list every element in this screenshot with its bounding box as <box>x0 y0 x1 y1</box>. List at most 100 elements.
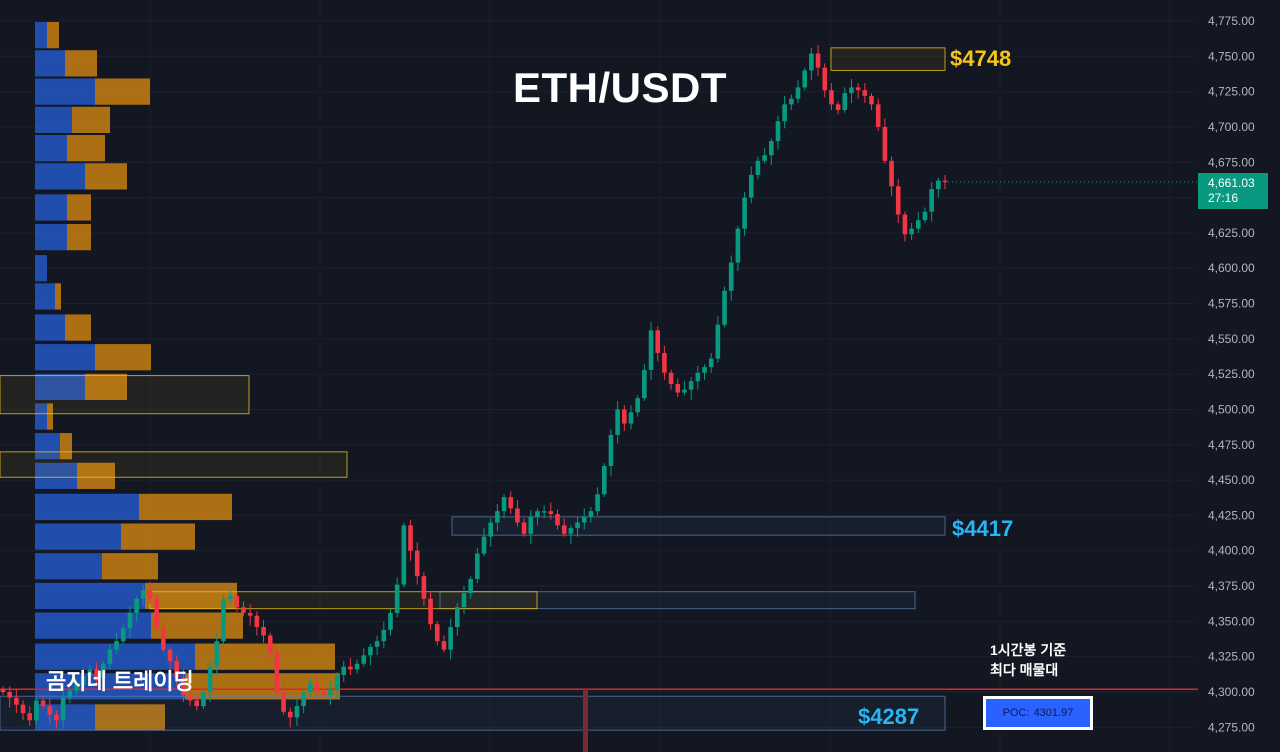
candle-body <box>835 104 841 110</box>
candle-body <box>495 511 500 523</box>
annotation-text: 1시간봉 기준 최다 매물대 <box>990 640 1066 680</box>
candle-body <box>87 669 93 677</box>
candle-body <box>695 372 701 382</box>
candle-body <box>662 352 667 373</box>
zone-4503 <box>0 375 250 415</box>
volume-buy-bar <box>35 78 95 105</box>
candle-body <box>27 713 33 721</box>
candle-body <box>842 93 848 110</box>
volume-sell-bar <box>85 373 127 400</box>
zone-4417 <box>451 516 946 536</box>
candle-body <box>895 186 901 215</box>
poc-label: POC: <box>1002 707 1030 719</box>
volume-buy-bar <box>35 50 65 77</box>
candle-body <box>929 189 934 212</box>
candle-body <box>461 593 467 608</box>
candle-body <box>869 95 874 105</box>
volume-buy-bar <box>35 582 145 610</box>
candle-body <box>0 689 6 692</box>
candle-body <box>214 641 220 667</box>
candle-body <box>100 663 106 678</box>
candle-body <box>127 612 133 629</box>
y-tick-label: 4,750.00 <box>1208 49 1255 63</box>
candle-body <box>247 612 253 616</box>
candle-body <box>782 104 787 122</box>
candle-body <box>608 434 614 466</box>
volume-sell-bar <box>95 704 165 731</box>
volume-buy-bar <box>35 314 65 341</box>
candle-body <box>201 692 206 707</box>
y-tick-label: 4,400.00 <box>1208 544 1255 558</box>
candle-body <box>254 615 260 628</box>
candle-body <box>140 590 146 599</box>
candle-body <box>154 598 159 628</box>
chart-title: ETH/USDT <box>513 64 727 111</box>
candle-body <box>354 663 360 670</box>
candle-body <box>909 228 914 235</box>
candle-body <box>642 369 647 399</box>
candle-body <box>421 576 427 599</box>
candle-body <box>561 525 567 534</box>
candle-body <box>889 160 894 187</box>
candle-body <box>635 398 640 413</box>
candle-body <box>308 683 313 692</box>
candle-body <box>548 511 554 515</box>
candle-body <box>94 669 99 678</box>
candle-body <box>468 578 473 594</box>
y-tick-label: 4,350.00 <box>1208 614 1255 628</box>
candle-body <box>114 641 119 650</box>
candle-body <box>388 612 393 630</box>
last-price-tag[interactable]: 4,661.03 27:16 <box>1198 173 1268 209</box>
candle-body <box>501 497 507 512</box>
candle-body <box>475 553 480 579</box>
y-tick-label: 4,525.00 <box>1208 367 1255 381</box>
poc-badge[interactable]: POC: 4301.97 <box>983 696 1093 730</box>
candle-body <box>194 700 200 707</box>
zone-4367b <box>149 591 538 610</box>
poc-value: 4301.97 <box>1033 707 1074 719</box>
volume-buy-bar <box>35 283 55 310</box>
candle-countdown: 27:16 <box>1208 191 1239 205</box>
candle-body <box>261 627 266 636</box>
y-tick-label: 4,275.00 <box>1208 720 1255 734</box>
candle-body <box>321 692 326 695</box>
volume-buy-bar <box>35 163 85 190</box>
candle-body <box>488 522 494 537</box>
candle-body <box>775 121 781 142</box>
volume-sell-bar <box>151 612 243 639</box>
candle-body <box>915 220 921 229</box>
candle-body <box>708 358 714 368</box>
candle-body <box>875 104 881 127</box>
candle-body <box>434 624 440 642</box>
y-tick-label: 4,575.00 <box>1208 297 1255 311</box>
candle-body <box>541 511 547 513</box>
candle-body <box>555 514 560 526</box>
candle-body <box>568 528 574 534</box>
volume-sell-bar <box>95 344 151 371</box>
volume-buy-bar <box>35 255 47 282</box>
candle-body <box>361 655 367 664</box>
candle-body <box>334 675 340 690</box>
volume-buy-bar <box>35 194 67 221</box>
candle-body <box>535 511 540 517</box>
candle-body <box>221 598 226 642</box>
candle-body <box>120 628 126 642</box>
candle-body <box>274 652 280 692</box>
candle-body <box>849 87 854 94</box>
candle-body <box>615 409 620 435</box>
candle-body <box>147 590 153 599</box>
volume-sell-bar <box>60 433 72 460</box>
candle-body <box>515 508 520 523</box>
candle-body <box>735 228 741 263</box>
candle-body <box>267 635 273 653</box>
candle-body <box>688 381 694 390</box>
candle-body <box>655 330 661 353</box>
volume-sell-bar <box>102 553 158 580</box>
y-tick-label: 4,375.00 <box>1208 579 1255 593</box>
y-tick-label: 4,775.00 <box>1208 14 1255 28</box>
candle-body <box>668 372 674 385</box>
candle-body <box>60 697 66 721</box>
candle-body <box>428 598 433 625</box>
volume-sell-bar <box>47 22 59 49</box>
